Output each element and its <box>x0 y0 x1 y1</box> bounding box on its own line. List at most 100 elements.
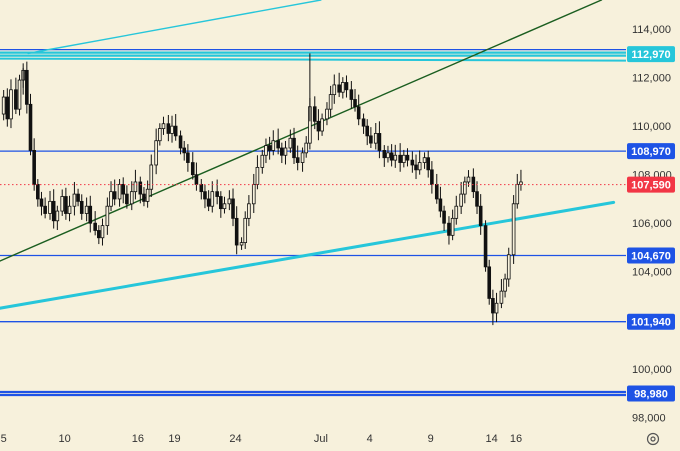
candle-body-35 <box>138 181 143 195</box>
candle-body-62 <box>247 203 251 219</box>
settings-gear-icon[interactable] <box>646 432 660 446</box>
candle-body-93 <box>373 133 378 144</box>
candle-body-22 <box>84 205 89 214</box>
candle-body-3 <box>9 89 13 120</box>
candle-body-28 <box>109 191 113 207</box>
candle-body-113 <box>454 205 459 219</box>
candle-body-81 <box>325 108 329 120</box>
candle-body-116 <box>466 176 471 183</box>
candle-body-42 <box>166 123 171 134</box>
candle-body-74 <box>295 157 300 163</box>
level-line-0-d[interactable] <box>0 57 627 62</box>
price-tag-label-4: 98,980 <box>634 389 668 401</box>
candle-body-31 <box>121 183 126 195</box>
candle-body-50 <box>199 183 204 193</box>
candle-body-41 <box>161 123 166 129</box>
candle-body-30 <box>117 183 122 200</box>
candle-body-124 <box>499 290 504 304</box>
candle-body-91 <box>365 125 370 137</box>
candle-body-39 <box>154 140 158 166</box>
candle-body-125 <box>503 278 507 292</box>
candle-body-21 <box>79 200 84 214</box>
candle-body-43 <box>170 125 174 134</box>
gear-icon-center <box>650 436 656 442</box>
candle-body-7 <box>25 69 29 105</box>
candle-body-71 <box>283 147 288 156</box>
price-candles <box>1 53 523 326</box>
x-tick-label: 4 <box>367 433 373 445</box>
candle-body-40 <box>158 128 162 142</box>
candle-body-127 <box>511 203 516 256</box>
candle-body-98 <box>393 154 398 161</box>
y-tick-label: 110,000 <box>632 121 671 133</box>
candle-body-38 <box>149 164 154 190</box>
trendline-1[interactable] <box>0 200 616 310</box>
price-tag-label-5: 107,590 <box>631 180 671 192</box>
candle-body-69 <box>276 140 280 149</box>
price-tag-label-0: 112,970 <box>631 49 670 61</box>
candle-body-105 <box>422 157 427 163</box>
candle-body-4 <box>14 89 18 110</box>
trendline-0[interactable] <box>0 0 603 262</box>
candle-body-9 <box>32 150 36 185</box>
gear-icon[interactable] <box>646 432 660 446</box>
candle-body-86 <box>344 82 349 91</box>
candle-body-84 <box>337 84 341 93</box>
candle-body-101 <box>405 154 410 161</box>
candle-body-34 <box>133 181 138 193</box>
x-tick-label: 9 <box>428 433 434 445</box>
candle-body-47 <box>186 152 190 163</box>
candle-body-103 <box>414 164 418 171</box>
candle-body-96 <box>386 152 390 159</box>
candle-body-55 <box>219 196 223 210</box>
candle-body-2 <box>5 96 10 120</box>
candle-body-45 <box>178 135 183 149</box>
x-tick-label: 16 <box>510 433 522 445</box>
trendline-2[interactable] <box>27 0 322 55</box>
candle-body-1 <box>1 96 6 115</box>
candle-body-37 <box>145 188 150 202</box>
candle-body-111 <box>447 222 451 236</box>
candle-body-120 <box>483 225 488 268</box>
candle-body-79 <box>316 120 321 132</box>
candle-body-107 <box>430 169 434 185</box>
candle-body-128 <box>515 183 520 205</box>
candle-body-80 <box>320 118 324 132</box>
candle-body-75 <box>300 152 305 163</box>
candle-body-70 <box>280 147 284 156</box>
candle-body-95 <box>382 150 387 159</box>
candle-body-67 <box>267 145 272 151</box>
candle-body-64 <box>255 167 260 185</box>
trendlines <box>0 0 616 310</box>
candle-body-104 <box>417 162 422 171</box>
x-axis[interactable]: 5 10 16 19 24 Jul 4 9 14 16 <box>1 433 523 445</box>
candle-body-26 <box>100 225 105 239</box>
price-tag-label-3: 101,940 <box>631 317 671 329</box>
y-tick-label: 104,000 <box>632 267 672 279</box>
candle-body-106 <box>426 157 431 171</box>
candle-body-123 <box>494 302 499 314</box>
candle-body-92 <box>369 135 373 144</box>
candle-body-100 <box>402 154 406 163</box>
x-tick-label: 10 <box>59 433 71 445</box>
y-axis[interactable]: 98,000100,000102,000104,000106,000108,00… <box>632 24 672 424</box>
candle-body-85 <box>341 82 345 93</box>
candle-body-118 <box>475 191 479 207</box>
candle-body-33 <box>129 191 134 205</box>
candle-body-102 <box>410 159 415 166</box>
candle-body-72 <box>288 137 293 149</box>
candle-body-66 <box>264 145 268 156</box>
x-tick-label: 24 <box>229 433 241 445</box>
x-tick-label: 5 <box>1 433 7 445</box>
candle-body-12 <box>43 205 47 214</box>
candle-body-25 <box>97 230 101 239</box>
candle-body-76 <box>304 142 309 154</box>
candle-body-78 <box>312 106 317 122</box>
price-tag-5 <box>627 176 675 193</box>
candle-body-23 <box>88 205 93 224</box>
y-tick-label: 98,000 <box>632 412 666 424</box>
y-tick-label: 100,000 <box>632 364 672 376</box>
y-tick-label: 112,000 <box>632 73 671 85</box>
